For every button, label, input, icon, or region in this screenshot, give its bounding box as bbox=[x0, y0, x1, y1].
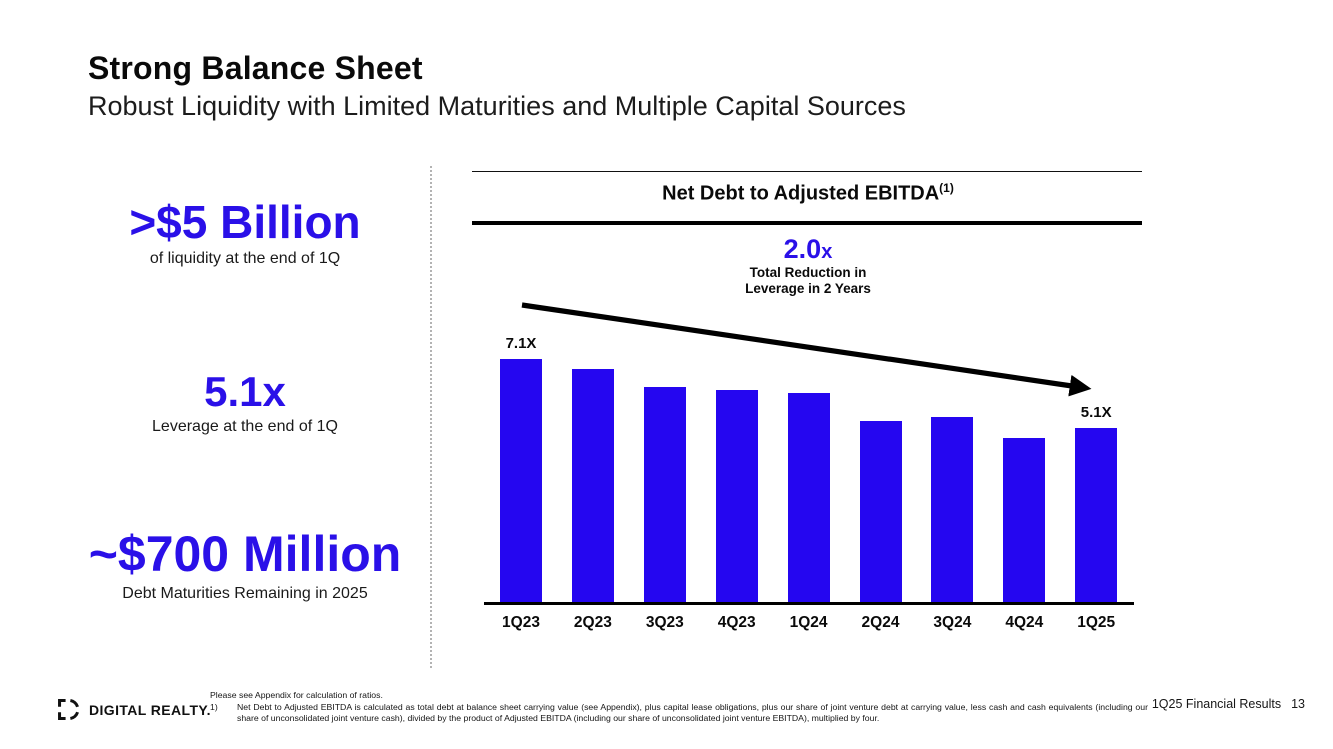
stat-leverage-value: 5.1x bbox=[204, 368, 286, 415]
reduction-value: 2.0x bbox=[783, 234, 833, 264]
chart-title-text: Net Debt to Adjusted EBITDA bbox=[662, 182, 940, 205]
stat-liquidity: >$5 Billion of liquidity at the end of 1… bbox=[15, 198, 475, 268]
category-label-3Q23: 3Q23 bbox=[645, 614, 684, 631]
page-footer-label: 1Q25 Financial Results 13 bbox=[1152, 697, 1305, 711]
category-label-1Q25: 1Q25 bbox=[1077, 614, 1116, 631]
reduction-annotation: 2.0x Total Reduction in Leverage in 2 Ye… bbox=[470, 234, 1146, 297]
vertical-dotted-divider bbox=[430, 166, 432, 668]
stat-maturities-value: ~$700 Million bbox=[88, 526, 402, 582]
category-label-4Q24: 4Q24 bbox=[1005, 614, 1044, 631]
reduction-caption-line1: Total Reduction in bbox=[749, 264, 867, 280]
header: Strong Balance Sheet Robust Liquidity wi… bbox=[88, 50, 906, 122]
bar-2Q24 bbox=[859, 421, 902, 602]
page-title: Strong Balance Sheet bbox=[88, 50, 423, 86]
bar-4Q23 bbox=[715, 390, 758, 602]
bar-value-label-1Q25: 5.1X bbox=[1080, 404, 1112, 421]
page-number: 13 bbox=[1291, 697, 1305, 711]
category-label-1Q23: 1Q23 bbox=[502, 614, 540, 631]
bar-1Q25 bbox=[1075, 428, 1118, 602]
bar-1Q23 bbox=[500, 359, 542, 602]
category-label-2Q23: 2Q23 bbox=[573, 614, 612, 631]
x-axis-line bbox=[484, 602, 1134, 605]
category-label-3Q24: 3Q24 bbox=[933, 614, 972, 631]
bar-2Q23 bbox=[571, 369, 614, 602]
footnote-1-number: 1) bbox=[210, 701, 218, 712]
bar-1Q24 bbox=[787, 393, 830, 602]
footnote-1-text: Net Debt to Adjusted EBITDA is calculate… bbox=[237, 701, 1148, 724]
page-subtitle: Robust Liquidity with Limited Maturities… bbox=[88, 91, 906, 121]
logo-trademark-dot: . bbox=[206, 701, 211, 718]
category-label-4Q23: 4Q23 bbox=[717, 614, 756, 631]
stat-liquidity-label: of liquidity at the end of 1Q bbox=[149, 250, 341, 268]
stat-maturities-label: Debt Maturities Remaining in 2025 bbox=[122, 584, 368, 602]
chart-title-underline bbox=[472, 221, 1142, 225]
chart-top-rule bbox=[472, 171, 1142, 172]
net-debt-chart: Net Debt to Adjusted EBITDA(1) 2.0x Tota… bbox=[470, 165, 1146, 650]
bar-value-label-1Q23: 7.1X bbox=[505, 335, 537, 352]
stat-leverage: 5.1x Leverage at the end of 1Q bbox=[15, 368, 475, 436]
footnote-intro: Please see Appendix for calculation of r… bbox=[210, 690, 383, 700]
footnote-1: 1) Net Debt to Adjusted EBITDA is calcul… bbox=[210, 702, 1148, 725]
bar-3Q24 bbox=[931, 417, 974, 602]
company-logo: DIGITAL REALTY. bbox=[56, 697, 211, 722]
logo-wordmark: DIGITAL REALTY. bbox=[89, 701, 211, 718]
bar-3Q23 bbox=[643, 387, 686, 602]
footnotes: Please see Appendix for calculation of r… bbox=[210, 690, 1148, 725]
deck-title: 1Q25 Financial Results bbox=[1151, 697, 1282, 711]
reduction-caption-line2: Leverage in 2 Years bbox=[745, 280, 871, 296]
stat-liquidity-value: >$5 Billion bbox=[129, 196, 361, 248]
digital-realty-mark-icon bbox=[58, 699, 80, 720]
bar-4Q24 bbox=[1003, 438, 1046, 602]
category-label-2Q24: 2Q24 bbox=[861, 614, 900, 631]
stat-leverage-label: Leverage at the end of 1Q bbox=[152, 418, 338, 436]
category-label-1Q24: 1Q24 bbox=[789, 614, 828, 631]
chart-title-footnote-ref: (1) bbox=[939, 181, 954, 195]
stat-maturities: ~$700 Million Debt Maturities Remaining … bbox=[15, 528, 475, 603]
chart-title: Net Debt to Adjusted EBITDA(1) bbox=[470, 181, 1146, 206]
